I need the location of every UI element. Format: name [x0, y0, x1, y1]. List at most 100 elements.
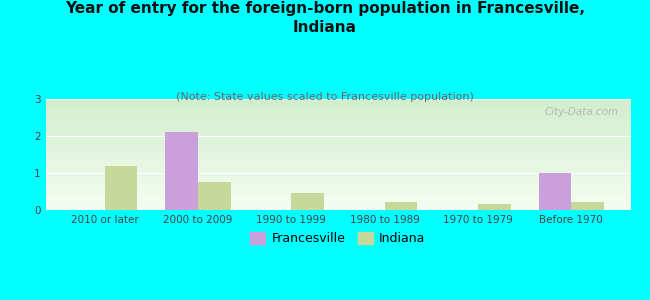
Bar: [46, 194, 630, 196]
Text: Year of entry for the foreign-born population in Francesville,
Indiana: Year of entry for the foreign-born popul…: [65, 2, 585, 35]
Bar: [46, 141, 630, 142]
Bar: [46, 191, 630, 192]
Bar: [46, 122, 630, 123]
Bar: [46, 127, 630, 128]
Bar: [46, 207, 630, 208]
Bar: [46, 168, 630, 169]
Bar: [46, 154, 630, 156]
Bar: [46, 200, 630, 201]
Bar: [46, 116, 630, 117]
Bar: [46, 205, 630, 206]
Bar: [46, 132, 630, 134]
Bar: [46, 208, 630, 209]
Bar: [385, 202, 417, 210]
Bar: [46, 167, 630, 168]
Bar: [46, 115, 630, 116]
Bar: [46, 103, 630, 105]
Bar: [46, 183, 630, 184]
Bar: [46, 121, 630, 122]
Bar: [539, 173, 571, 210]
Bar: [46, 180, 630, 181]
Bar: [46, 151, 630, 152]
Bar: [46, 118, 630, 119]
Bar: [46, 123, 630, 124]
Bar: [46, 201, 630, 202]
Bar: [46, 172, 630, 173]
Bar: [46, 192, 630, 193]
Bar: [46, 111, 630, 112]
Bar: [46, 206, 630, 207]
Bar: [46, 139, 630, 140]
Bar: [46, 161, 630, 162]
Bar: [46, 128, 630, 129]
Bar: [46, 145, 630, 146]
Bar: [46, 160, 630, 161]
Bar: [46, 113, 630, 115]
Bar: [46, 134, 630, 136]
Bar: [46, 137, 630, 138]
Bar: [46, 173, 630, 175]
Bar: [46, 203, 630, 205]
Text: City-Data.com: City-Data.com: [545, 107, 619, 117]
Bar: [46, 166, 630, 167]
Bar: [46, 106, 630, 107]
Bar: [46, 158, 630, 159]
Legend: Francesville, Indiana: Francesville, Indiana: [246, 227, 430, 250]
Bar: [46, 171, 630, 172]
Bar: [46, 136, 630, 137]
Bar: [46, 109, 630, 110]
Bar: [46, 170, 630, 171]
Bar: [46, 129, 630, 130]
Bar: [46, 152, 630, 153]
Bar: [46, 197, 630, 198]
Bar: [46, 107, 630, 108]
Bar: [46, 175, 630, 176]
Bar: [46, 190, 630, 191]
Bar: [46, 189, 630, 190]
Bar: [46, 140, 630, 141]
Bar: [46, 143, 630, 145]
Bar: [46, 198, 630, 199]
Bar: [165, 132, 198, 210]
Bar: [46, 101, 630, 102]
Bar: [46, 120, 630, 121]
Bar: [46, 186, 630, 187]
Bar: [46, 108, 630, 109]
Bar: [291, 193, 324, 210]
Bar: [46, 117, 630, 118]
Bar: [46, 178, 630, 179]
Bar: [46, 159, 630, 160]
Bar: [46, 184, 630, 186]
Bar: [46, 112, 630, 113]
Bar: [46, 110, 630, 111]
Bar: [46, 176, 630, 177]
Bar: [478, 205, 511, 210]
Bar: [571, 202, 604, 210]
Bar: [46, 147, 630, 148]
Bar: [46, 209, 630, 210]
Bar: [46, 146, 630, 147]
Bar: [105, 166, 137, 210]
Bar: [46, 124, 630, 126]
Bar: [46, 157, 630, 158]
Bar: [46, 187, 630, 188]
Bar: [198, 182, 231, 210]
Bar: [46, 169, 630, 170]
Bar: [46, 131, 630, 132]
Bar: [46, 188, 630, 189]
Bar: [46, 193, 630, 194]
Bar: [46, 100, 630, 101]
Bar: [46, 102, 630, 104]
Bar: [46, 181, 630, 182]
Bar: [46, 126, 630, 127]
Bar: [46, 164, 630, 166]
Bar: [46, 142, 630, 143]
Bar: [46, 202, 630, 203]
Bar: [46, 99, 630, 100]
Bar: [46, 196, 630, 197]
Bar: [46, 138, 630, 139]
Bar: [46, 105, 630, 106]
Bar: [46, 153, 630, 154]
Bar: [46, 148, 630, 149]
Bar: [46, 150, 630, 151]
